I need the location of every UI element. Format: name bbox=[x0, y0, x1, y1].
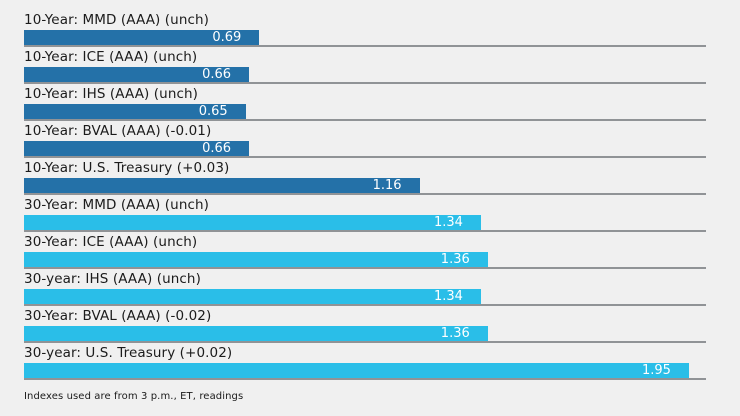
bar-track: 1.16 bbox=[24, 178, 706, 195]
bar-track: 1.95 bbox=[24, 363, 706, 380]
bar: 0.65 bbox=[24, 104, 246, 119]
bar-value-label: 1.95 bbox=[641, 363, 671, 378]
bar-track: 0.66 bbox=[24, 67, 706, 84]
bar-value-label: 1.36 bbox=[440, 326, 470, 341]
bar-track: 1.36 bbox=[24, 326, 706, 343]
chart-row: 30-year: U.S. Treasury (+0.02) 1.95 bbox=[24, 343, 706, 380]
bar-label: 30-Year: MMD (AAA) (unch) bbox=[24, 197, 210, 213]
bar-label: 10-Year: U.S. Treasury (+0.03) bbox=[24, 160, 230, 176]
bar-label: 30-Year: ICE (AAA) (unch) bbox=[24, 234, 198, 250]
bar-track: 0.69 bbox=[24, 30, 706, 47]
chart-row: 30-Year: MMD (AAA) (unch) 1.34 bbox=[24, 195, 706, 232]
yield-comparison-bar-chart: 10-Year: MMD (AAA) (unch) 0.69 10-Year: IC… bbox=[24, 10, 706, 402]
bar: 1.36 bbox=[24, 326, 488, 341]
chart-row: 10-Year: ICE (AAA) (unch) 0.66 bbox=[24, 47, 706, 84]
bar-track: 1.34 bbox=[24, 289, 706, 306]
chart-row: 30-Year: ICE (AAA) (unch) 1.36 bbox=[24, 232, 706, 269]
bar-value-label: 1.34 bbox=[433, 289, 463, 304]
bar-track: 1.34 bbox=[24, 215, 706, 232]
bar-value-label: 0.65 bbox=[198, 104, 228, 119]
bar-track: 1.36 bbox=[24, 252, 706, 269]
bar-label: 30-Year: BVAL (AAA) (-0.02) bbox=[24, 308, 212, 324]
bar-label: 10-Year: MMD (AAA) (unch) bbox=[24, 12, 210, 28]
bar-value-label: 1.16 bbox=[372, 178, 402, 193]
bar-value-label: 1.34 bbox=[433, 215, 463, 230]
chart-row: 30-year: IHS (AAA) (unch) 1.34 bbox=[24, 269, 706, 306]
bar-value-label: 0.69 bbox=[212, 30, 242, 45]
bar-label: 10-Year: IHS (AAA) (unch) bbox=[24, 86, 199, 102]
bar-value-label: 0.66 bbox=[202, 141, 232, 156]
bar-label: 10-Year: ICE (AAA) (unch) bbox=[24, 49, 198, 65]
chart-row: 10-Year: MMD (AAA) (unch) 0.69 bbox=[24, 10, 706, 47]
bar-label: 30-year: U.S. Treasury (+0.02) bbox=[24, 345, 233, 361]
bar: 0.66 bbox=[24, 141, 250, 156]
bar: 1.16 bbox=[24, 178, 420, 193]
bar-value-label: 0.66 bbox=[202, 67, 232, 82]
chart-row: 10-Year: BVAL (AAA) (-0.01) 0.66 bbox=[24, 121, 706, 158]
bar: 0.69 bbox=[24, 30, 260, 45]
bar: 1.95 bbox=[24, 363, 689, 378]
bar-label: 10-Year: BVAL (AAA) (-0.01) bbox=[24, 123, 212, 139]
bar-track: 0.65 bbox=[24, 104, 706, 121]
chart-row: 10-Year: U.S. Treasury (+0.03) 1.16 bbox=[24, 158, 706, 195]
bar: 1.36 bbox=[24, 252, 488, 267]
bar: 1.34 bbox=[24, 215, 481, 230]
bar: 0.66 bbox=[24, 67, 250, 82]
chart-row: 10-Year: IHS (AAA) (unch) 0.65 bbox=[24, 84, 706, 121]
bar-value-label: 1.36 bbox=[440, 252, 470, 267]
chart-rows: 10-Year: MMD (AAA) (unch) 0.69 10-Year: IC… bbox=[24, 10, 706, 380]
chart-footnote: Indexes used are from 3 p.m., ET, readin… bbox=[24, 391, 244, 402]
chart-row: 30-Year: BVAL (AAA) (-0.02) 1.36 bbox=[24, 306, 706, 343]
bar: 1.34 bbox=[24, 289, 481, 304]
bar-track: 0.66 bbox=[24, 141, 706, 158]
bar-label: 30-year: IHS (AAA) (unch) bbox=[24, 271, 201, 287]
